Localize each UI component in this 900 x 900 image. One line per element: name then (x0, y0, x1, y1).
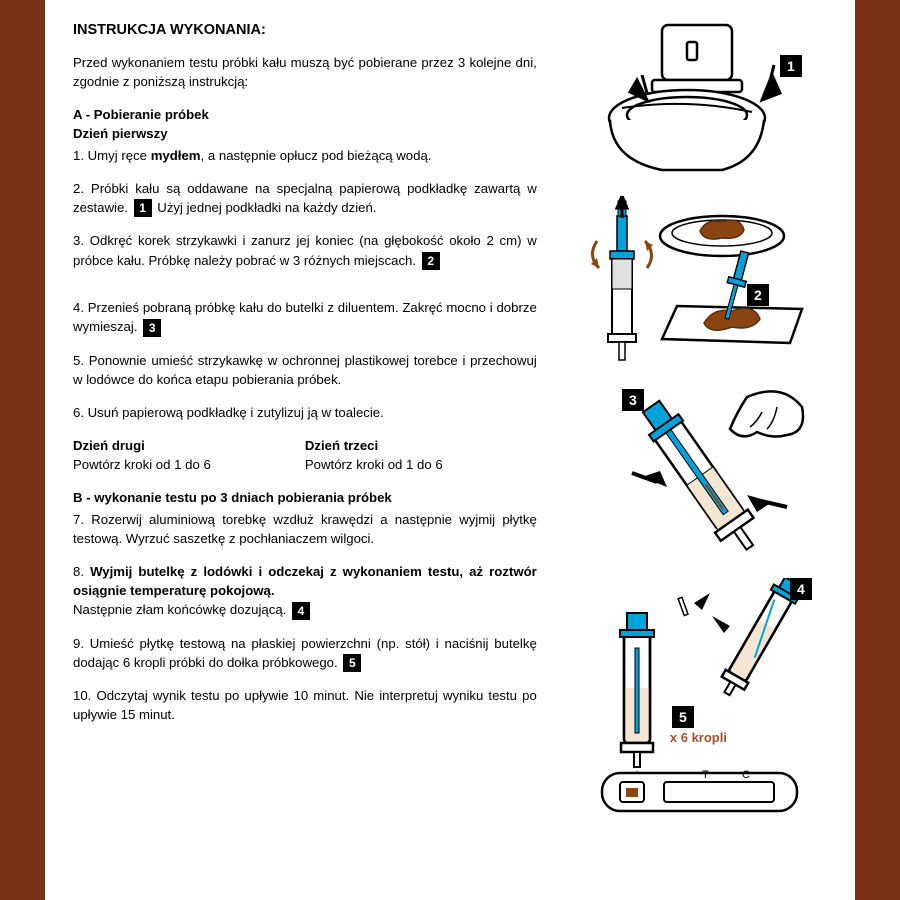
illus-num-1: 1 (780, 55, 802, 77)
illus-num-4: 4 (790, 578, 812, 600)
badge-5-inline: 5 (343, 654, 361, 672)
illus-num-3: 3 (622, 389, 644, 411)
step-1: 1. Umyj ręce mydłem, a następnie opłucz … (73, 146, 537, 165)
text-column: INSTRUKCJA WYKONANIA: Przed wykonaniem t… (73, 20, 557, 880)
intro-text: Przed wykonaniem testu próbki kału muszą… (73, 53, 537, 91)
step-3: 3. Odkręć korek strzykawki i zanurz jej … (73, 231, 537, 270)
step-2: 2. Próbki kału są oddawane na specjalną … (73, 179, 537, 218)
cassette-c-label: C (742, 769, 750, 781)
drops-label: x 6 kropli (670, 730, 727, 745)
break-drop-icon: T C (562, 578, 832, 813)
step-7: 7. Rozerwij aluminiową torebkę wzdłuż kr… (73, 510, 537, 548)
day-2: Dzień drugi Powtórz kroki od 1 do 6 (73, 436, 305, 474)
page-title: INSTRUKCJA WYKONANIA: (73, 20, 537, 41)
instruction-page: INSTRUKCJA WYKONANIA: Przed wykonaniem t… (45, 0, 855, 900)
step-4: 4. Przenieś pobraną próbkę kału do butel… (73, 298, 537, 337)
section-b-heading: B - wykonanie testu po 3 dniach pobieran… (73, 488, 537, 507)
illus-break-drop: T C 4 5 x 6 kropli (562, 578, 832, 813)
step-9: 9. Umieść płytkę testową na płaskiej pow… (73, 634, 537, 673)
step-10: 10. Odczytaj wynik testu po upływie 10 m… (73, 686, 537, 724)
step-8: 8. Wyjmij butelkę z lodówki i odczekaj z… (73, 562, 537, 620)
illus-cap-tube: 3 (582, 387, 812, 562)
illus-syringe-sample: 2 (567, 196, 827, 371)
illustration-column: 1 (557, 20, 837, 880)
step-5: 5. Ponownie umieść strzykawkę w ochronne… (73, 351, 537, 389)
days-row: Dzień drugi Powtórz kroki od 1 do 6 Dzie… (73, 436, 537, 474)
badge-3-inline: 3 (143, 319, 161, 337)
illus-toilet: 1 (592, 20, 802, 180)
cap-tube-icon (582, 387, 812, 562)
badge-1-inline: 1 (134, 199, 152, 217)
section-a-heading: A - Pobieranie próbek Dzień pierwszy (73, 105, 537, 143)
syringe-sample-icon (567, 196, 827, 371)
day-3: Dzień trzeci Powtórz kroki od 1 do 6 (305, 436, 537, 474)
toilet-icon (592, 20, 802, 180)
step-6: 6. Usuń papierową podkładkę i zutylizuj … (73, 403, 537, 422)
illus-num-2: 2 (747, 284, 769, 306)
badge-2-inline: 2 (422, 252, 440, 270)
badge-4-inline: 4 (292, 602, 310, 620)
cassette-t-label: T (702, 769, 709, 781)
illus-num-5: 5 (672, 706, 694, 728)
